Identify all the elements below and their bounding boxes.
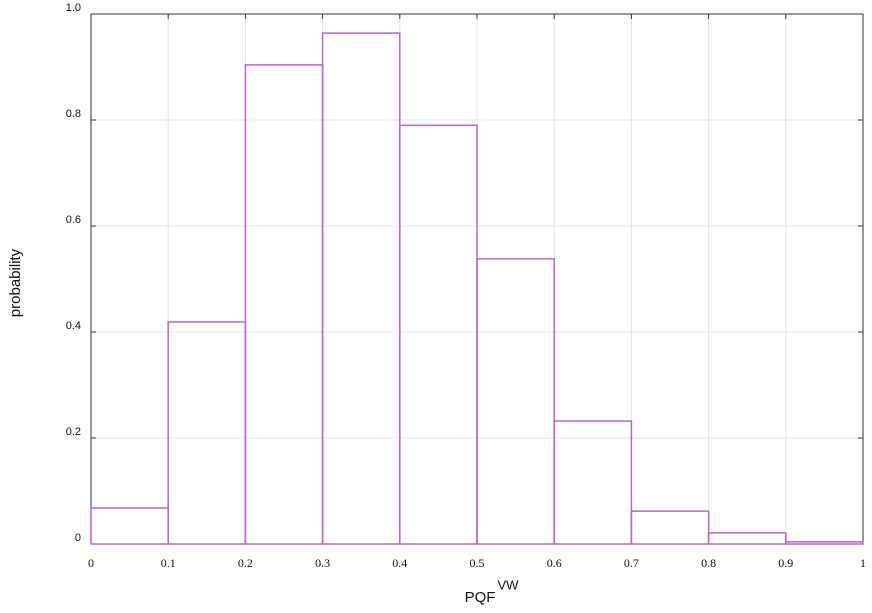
histogram-bar — [244, 64, 324, 545]
y-axis-label: probability — [7, 248, 24, 317]
x-tick-label: 0.5 — [470, 556, 485, 570]
x-tick-label: 0.4 — [392, 556, 407, 570]
x-tick-label: 0.1 — [161, 556, 176, 570]
y-tick-label: 0.6 — [66, 214, 81, 226]
histogram-bar — [476, 258, 555, 545]
y-tick-label: 0.4 — [66, 320, 81, 332]
x-axis-label: PQF — [465, 589, 496, 606]
y-tick-label: 0.2 — [66, 426, 81, 438]
x-tick-label: 0.8 — [701, 556, 716, 570]
histogram-bar — [321, 32, 401, 545]
x-tick-label: 0.9 — [778, 556, 793, 570]
histogram-bar — [167, 321, 247, 545]
histogram-bar — [707, 532, 787, 545]
histogram-bar — [630, 510, 710, 545]
x-tick-label: 0.7 — [624, 556, 639, 570]
histogram-bar — [553, 420, 633, 545]
histogram-bar — [785, 541, 864, 545]
x-tick-label: 0.6 — [547, 556, 562, 570]
x-tick-label: 1 — [860, 556, 866, 570]
x-tick-label: 0.2 — [238, 556, 253, 570]
y-tick-label: 0 — [75, 532, 81, 544]
x-tick-label: 0 — [88, 556, 94, 570]
y-tick-label: 1.0 — [66, 2, 81, 14]
y-tick-label: 0.8 — [66, 108, 81, 120]
x-tick-label: 0.3 — [315, 556, 330, 570]
x-axis-label-superscript: VW — [498, 577, 520, 592]
histogram-bar — [90, 507, 169, 545]
histogram-bar — [399, 124, 478, 545]
